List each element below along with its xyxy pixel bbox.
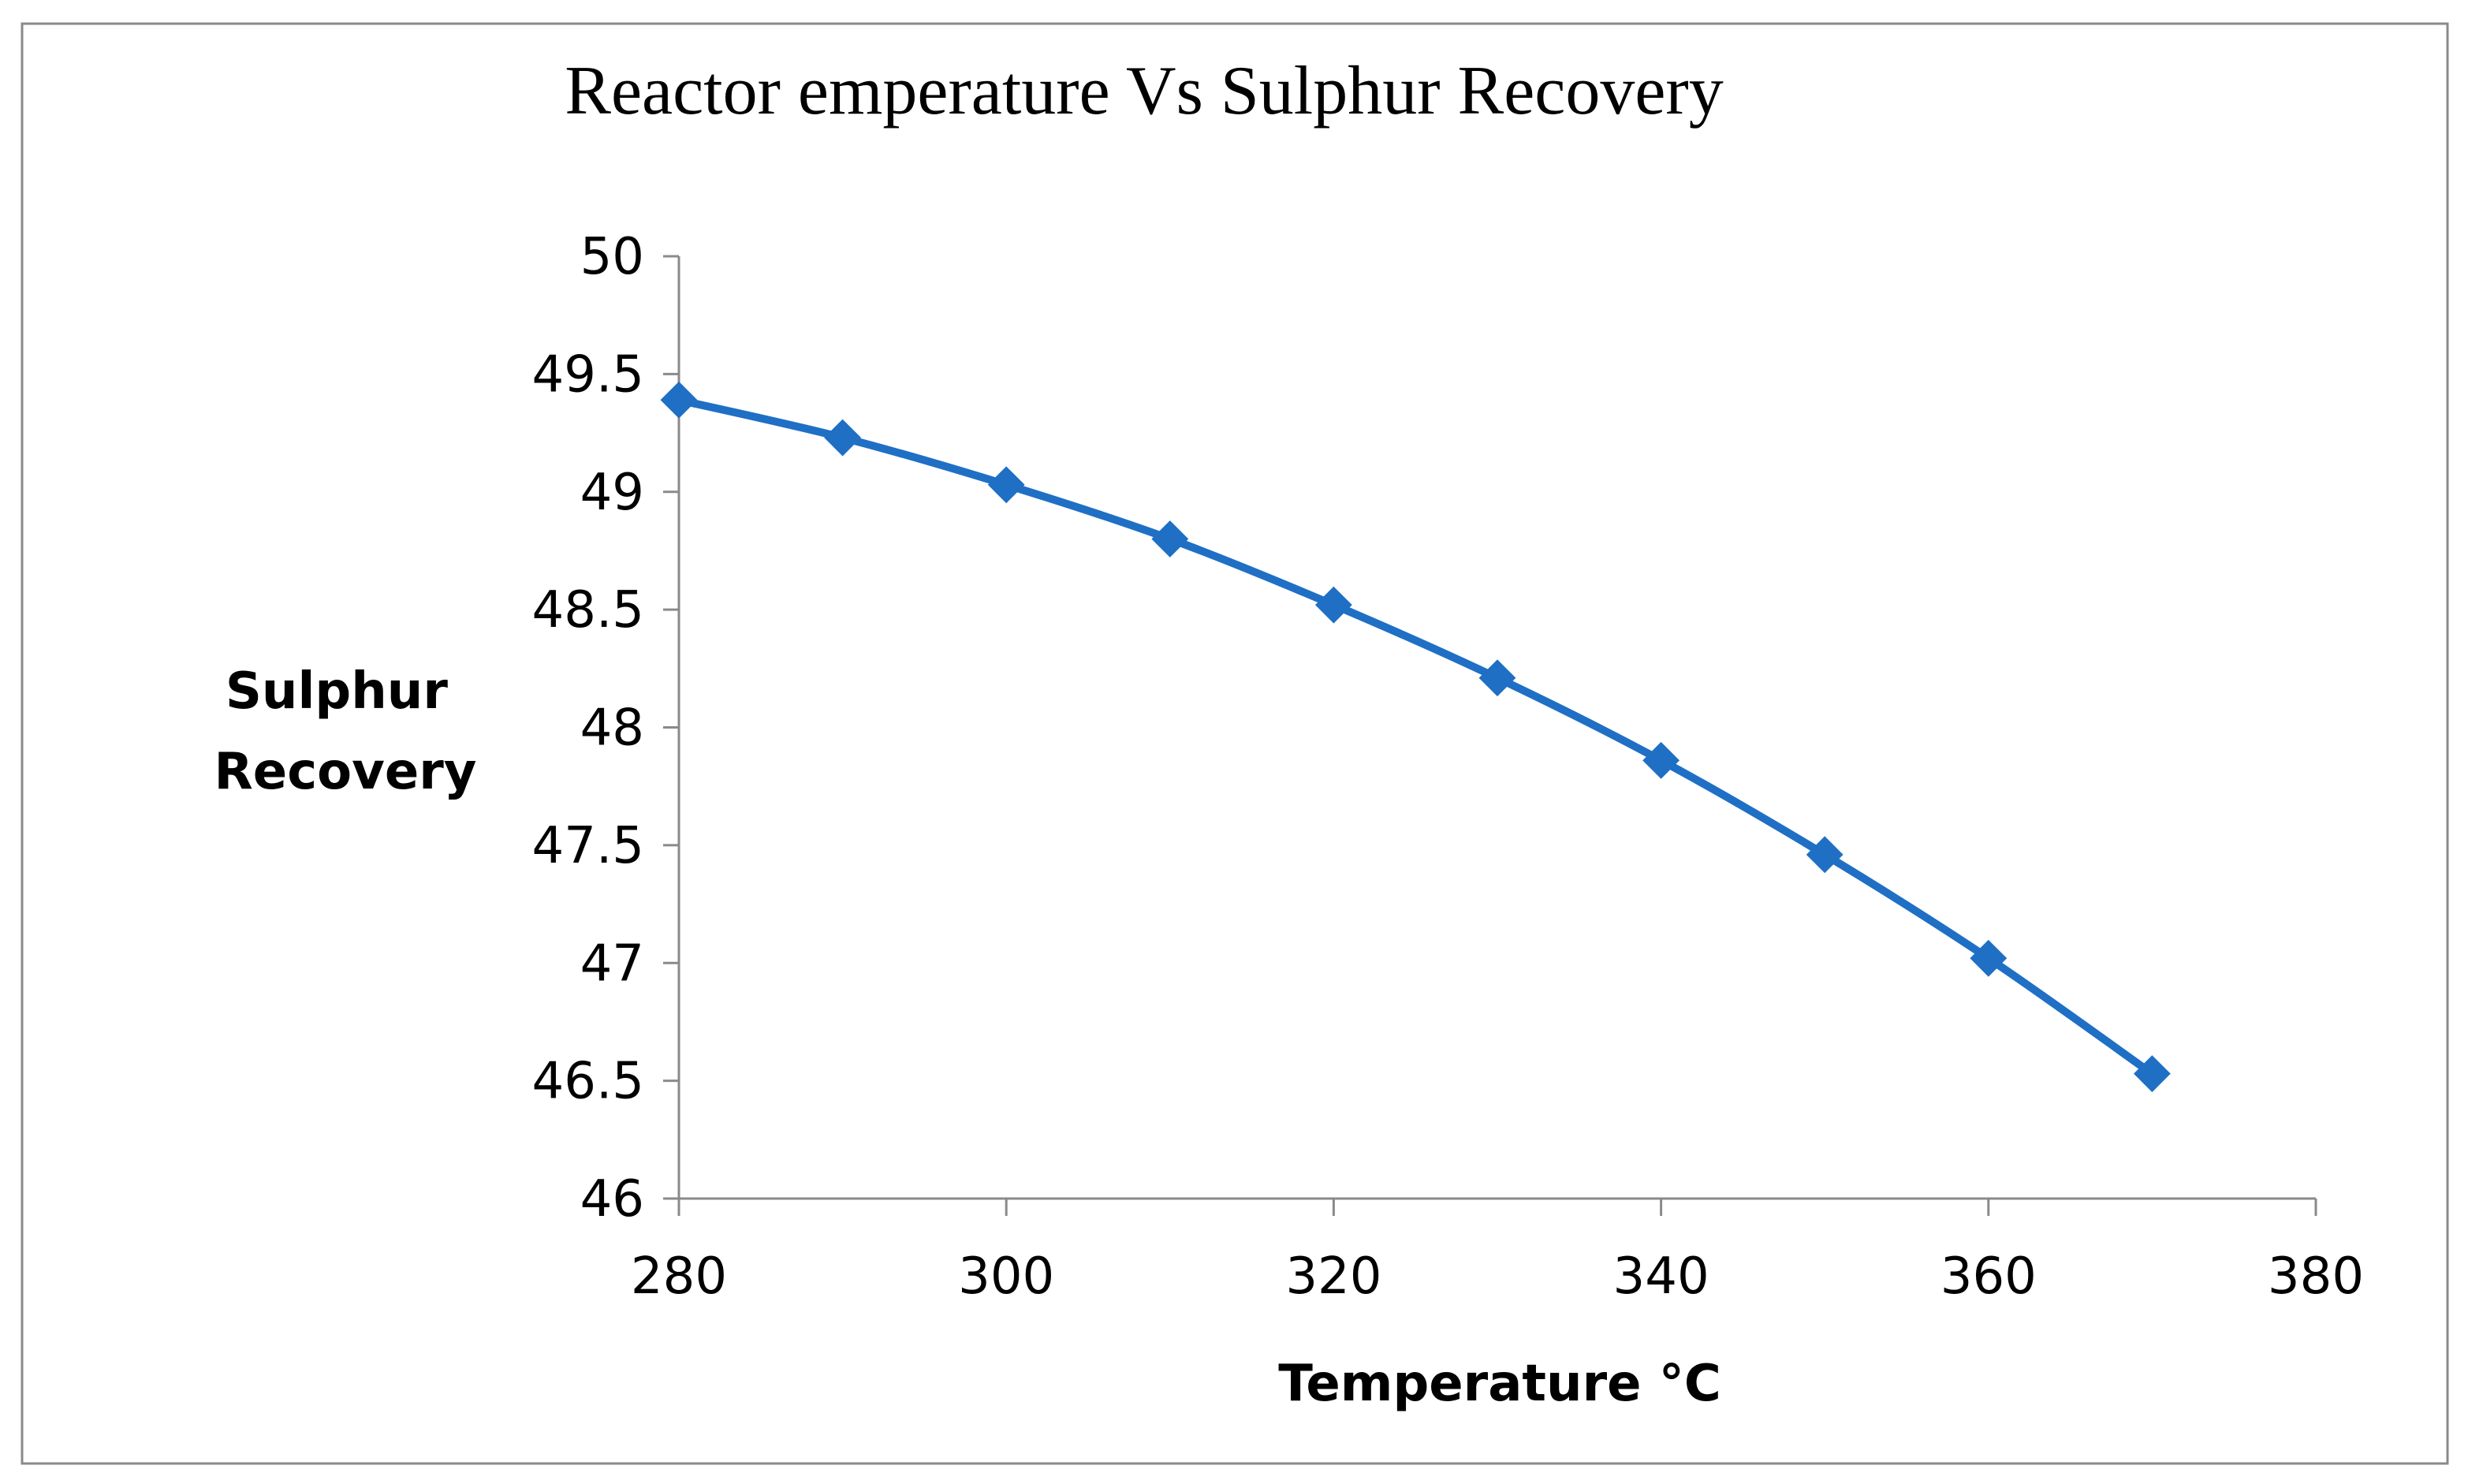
series-line (675, 396, 2157, 1078)
data-point-marker (987, 466, 1025, 504)
x-tick-label: 340 (1613, 1247, 1709, 1306)
x-axis: 280 300 320 340 360 380 (631, 1197, 2364, 1306)
y-tick-label: 47.5 (532, 817, 645, 875)
y-tick-label: 50 (580, 228, 644, 286)
y-axis-title: Sulphur Recovery (214, 662, 477, 801)
data-point-marker (1151, 520, 1189, 557)
data-point-marker (1314, 586, 1352, 624)
y-tick-label: 46 (580, 1170, 644, 1229)
chart-title: Reactor emperature Vs Sulphur Recovery (565, 53, 1723, 129)
y-tick-label: 46.5 (532, 1053, 645, 1111)
data-point-marker (1806, 836, 1844, 874)
y-axis: 46 46.5 47 47.5 48 48.5 49 49.5 50 (532, 228, 680, 1229)
x-tick-label: 280 (631, 1247, 727, 1306)
data-point-marker (660, 381, 698, 419)
data-point-marker (2133, 1055, 2171, 1093)
data-point-marker (1970, 939, 2008, 977)
x-tick-label: 300 (958, 1247, 1054, 1306)
y-axis-title-line-2: Recovery (214, 743, 477, 801)
x-tick-label: 380 (2268, 1247, 2364, 1306)
data-point-marker (1478, 659, 1516, 697)
x-tick-label: 360 (1940, 1247, 2037, 1306)
chart-border (21, 22, 2449, 1465)
y-tick-label: 47 (580, 934, 644, 993)
data-point-marker (1642, 741, 1680, 779)
data-point-marker (824, 419, 862, 457)
y-tick-label: 48.5 (532, 581, 645, 639)
y-axis-title-line-1: Sulphur (226, 662, 449, 721)
x-axis-title: Temperature °C (1278, 1355, 1721, 1413)
y-tick-label: 49 (580, 464, 644, 522)
y-tick-label: 48 (580, 699, 644, 758)
plot-series (660, 381, 2171, 1093)
x-tick-label: 320 (1285, 1247, 1381, 1306)
y-tick-label: 49.5 (532, 345, 645, 404)
